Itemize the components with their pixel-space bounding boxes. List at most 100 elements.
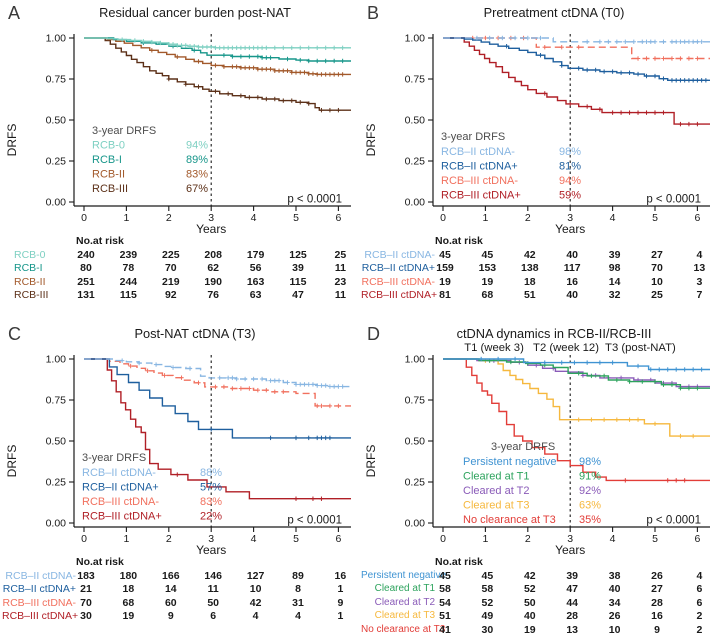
series-Cleared at T3 <box>443 358 710 437</box>
risk-count: 81 <box>439 289 451 302</box>
x-tick-label: 2 <box>525 212 531 224</box>
legend-entry-value: 94% <box>186 140 208 152</box>
panel-a-plot-area: 1.00 0.75 0.50 0.25 0.00 0 1 2 3 4 5 6 DRFS Years 3-ye… <box>2 28 356 234</box>
risk-count: 58 <box>439 583 451 596</box>
risk-count: 56 <box>249 262 262 275</box>
risk-count: 163 <box>246 275 265 288</box>
risk-count: 51 <box>439 610 451 623</box>
legend-entry-value: 22% <box>200 511 222 523</box>
risk-count: 47 <box>292 289 304 302</box>
risk-count: 3 <box>696 275 703 288</box>
y-tick-label: 0.75 <box>46 74 67 86</box>
risk-table-header: No.at risk <box>435 235 483 247</box>
risk-count: 1 <box>337 583 344 596</box>
risk-count: 80 <box>80 262 92 275</box>
risk-count: 31 <box>292 596 304 609</box>
legend-entry-label: RCB-II <box>92 169 125 181</box>
legend-entry-label: RCB–III ctDNA+ <box>441 190 521 202</box>
risk-count: 30 <box>80 610 92 623</box>
risk-row-label: RCB–III ctDNA+ <box>2 610 79 623</box>
panel-c-risk-table: No.at risk RCB–II ctDNA- 183 180 166 146 127 8… <box>2 556 356 641</box>
risk-count: 47 <box>566 583 579 596</box>
risk-count: 42 <box>523 569 536 582</box>
y-tick-label: 0.50 <box>405 436 426 448</box>
risk-row-label: RCB-III <box>14 289 49 302</box>
risk-count: 8 <box>295 583 301 596</box>
risk-count: 19 <box>439 275 451 288</box>
risk-count: 2 <box>696 623 703 636</box>
x-tick-label: 4 <box>251 533 257 545</box>
risk-row-label: RCB–II ctDNA- <box>364 248 435 261</box>
panel-d: D ctDNA dynamics in RCB-II/RCB-III T1 (w… <box>359 321 717 641</box>
panel-b-title: Pretreatment ctDNA (T0) <box>483 5 625 20</box>
y-axis-label: DRFS <box>5 124 19 157</box>
legend-entry-value: 98% <box>579 456 601 468</box>
x-tick-label: 5 <box>652 533 658 545</box>
risk-count: 7 <box>696 289 703 302</box>
risk-count: 166 <box>162 569 180 582</box>
risk-count: 60 <box>164 596 177 609</box>
risk-count: 190 <box>204 275 222 288</box>
risk-count: 58 <box>481 583 494 596</box>
series-Cleared at T1 <box>443 358 710 389</box>
y-tick-label: 0.50 <box>46 436 67 448</box>
panel-a-title: Residual cancer burden post-NAT <box>99 5 291 20</box>
risk-count: 92 <box>164 289 177 302</box>
panel-c-title: Post-NAT ctDNA (T3) <box>134 326 256 341</box>
legend-entry-value: 83% <box>186 169 208 181</box>
risk-count: 16 <box>334 569 347 582</box>
y-tick-label: 1.00 <box>405 354 426 366</box>
risk-count: 52 <box>481 596 494 609</box>
y-tick-label: 0.00 <box>405 518 426 530</box>
risk-row-label: RCB–III ctDNA- <box>361 275 435 288</box>
risk-count: 42 <box>249 596 262 609</box>
risk-count: 51 <box>523 289 536 302</box>
risk-count: 115 <box>119 289 137 302</box>
legend-entry-label: Cleared at T3 <box>463 500 529 512</box>
series-RCB–II ctDNA- <box>443 37 710 43</box>
panel-a-letter: A <box>8 3 21 23</box>
p-value: p < 0.0001 <box>646 515 701 527</box>
risk-count: 39 <box>608 248 621 261</box>
legend-entry-label: RCB–II ctDNA- <box>82 467 156 479</box>
risk-count: 39 <box>292 262 304 275</box>
y-tick-label: 0.50 <box>46 115 67 127</box>
panel-d-title: ctDNA dynamics in RCB-II/RCB-III <box>456 326 652 341</box>
risk-count: 70 <box>164 262 177 275</box>
risk-count: 39 <box>566 569 579 582</box>
panel-d-plot: 1.00 0.75 0.50 0.25 0.00 0 1 2 3 4 5 6 DRFS Years 3-ye… <box>364 354 710 555</box>
risk-count: 78 <box>122 262 135 275</box>
x-tick-label: 3 <box>208 533 214 545</box>
x-axis-label: Years <box>196 543 226 555</box>
risk-count: 45 <box>481 569 494 582</box>
y-tick-label: 1.00 <box>405 33 426 45</box>
panel-d-plot-area: 1.00 0.75 0.50 0.25 0.00 0 1 2 3 4 5 6 DRFS Years 3-ye… <box>361 349 715 555</box>
legend-entry-label: RCB–III ctDNA- <box>441 175 518 187</box>
risk-count: 9 <box>654 623 660 636</box>
legend-entry-value: 63% <box>579 500 601 512</box>
legend-entry-value: 88% <box>200 467 222 479</box>
y-tick-label: 0.25 <box>405 156 426 168</box>
risk-count: 10 <box>651 275 663 288</box>
series-RCB–II ctDNA+ <box>84 358 351 439</box>
legend-title: 3-year DRFS <box>441 131 505 143</box>
y-tick-label: 0.75 <box>46 395 67 407</box>
risk-count: 251 <box>77 275 95 288</box>
risk-count: 19 <box>523 623 536 636</box>
y-tick-label: 0.00 <box>46 518 67 530</box>
x-tick-label: 1 <box>482 533 488 545</box>
panel-a-plot: 1.00 0.75 0.50 0.25 0.00 0 1 2 3 4 5 6 DRFS Years 3-ye… <box>5 33 351 234</box>
risk-count: 208 <box>204 248 222 261</box>
p-value: p < 0.0001 <box>646 194 701 206</box>
risk-count: 40 <box>566 289 579 302</box>
y-tick-label: 0.75 <box>405 395 426 407</box>
legend-entry-label: RCB–III ctDNA- <box>82 496 159 508</box>
risk-count: 45 <box>481 248 494 261</box>
x-tick-label: 0 <box>440 533 446 545</box>
x-tick-label: 2 <box>525 533 531 545</box>
risk-count: 40 <box>566 248 579 261</box>
risk-count: 125 <box>289 248 307 261</box>
p-value: p < 0.0001 <box>287 194 342 206</box>
x-tick-label: 2 <box>166 212 172 224</box>
